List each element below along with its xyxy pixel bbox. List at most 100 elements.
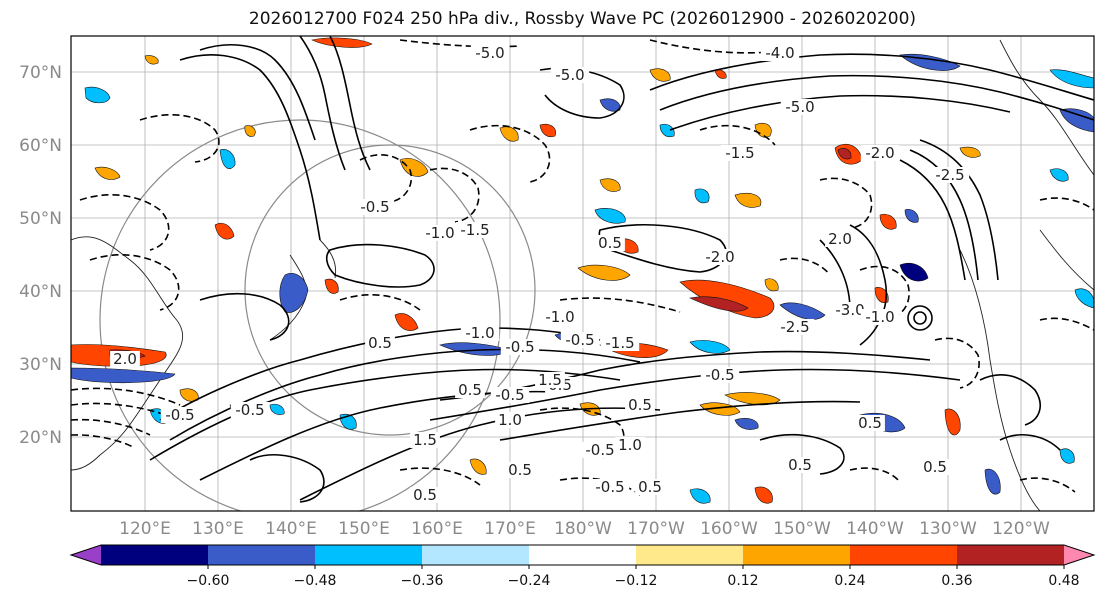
contour-label: -2.5 <box>935 166 964 184</box>
contour-label-bg <box>860 309 900 325</box>
contour-label-bg <box>780 99 820 115</box>
contour-label: 1.0 <box>618 436 642 454</box>
longitude-labels: 120°E 130°E 140°E 150°E 160°E 170°E 180°… <box>119 519 1050 539</box>
contour-label: -4.0 <box>765 44 794 62</box>
contour-label: 0.5 <box>368 334 392 352</box>
contour-label-bg <box>830 302 870 318</box>
contour-label-bg <box>860 145 900 161</box>
contour-label-bg <box>775 319 815 335</box>
colorbar-tick-label: −0.24 <box>508 573 551 589</box>
map-content: -5.0-5.0-4.0-5.0-1.5 -2.0-2.52.0-0.5-1.0-… <box>71 36 1094 511</box>
contour-label: -0.5 <box>585 441 614 459</box>
lat-label-70n: 70°N <box>19 63 62 83</box>
contour-label-bg <box>535 372 565 388</box>
colorbar-extend-min <box>71 545 101 565</box>
colorbar-extend-max <box>1064 545 1094 565</box>
map-frame <box>70 35 1095 512</box>
contour-label-bg <box>930 167 970 183</box>
contour-label: 0.5 <box>628 396 652 414</box>
contour-labels: -5.0-5.0-4.0-5.0-1.5 -2.0-2.52.0-0.5-1.0-… <box>110 44 970 504</box>
lon-label-160w: 160°W <box>700 519 758 539</box>
contour-label: -2.5 <box>780 318 809 336</box>
contour-label: 2.0 <box>828 230 852 248</box>
lon-label-130e: 130°E <box>192 519 244 539</box>
colorbar-tick-label: −0.12 <box>615 573 658 589</box>
contour-label: 1.5 <box>413 431 437 449</box>
lon-label-150e: 150°E <box>338 519 390 539</box>
contour-label: 1.0 <box>498 411 522 429</box>
contour-label: -0.5 <box>165 406 194 424</box>
lon-label-140e: 140°E <box>265 519 317 539</box>
contour-label-bg <box>625 397 655 413</box>
contour-label: -0.5 <box>235 401 264 419</box>
contour-label: 0.5 <box>508 461 532 479</box>
contour-label: -2.0 <box>865 144 894 162</box>
contour-label: -0.5 <box>705 366 734 384</box>
latitude-labels: 70°N 60°N 50°N 40°N 30°N 20°N <box>19 63 62 448</box>
colorbar: −0.60 −0.48 −0.36 −0.24 −0.12 0.12 0.24 0.36 0.4… <box>69 544 1096 589</box>
contour-label: -0.5 <box>595 478 624 496</box>
contour-label: 0.5 <box>638 478 662 496</box>
lon-label-170e: 170°E <box>484 519 536 539</box>
lon-label-170w: 170°W <box>627 519 685 539</box>
colorbar-segment <box>101 545 209 565</box>
contour-label: 0.5 <box>923 458 947 476</box>
colorbar-tick-label: −0.36 <box>401 573 444 589</box>
contour-label-bg <box>855 415 885 431</box>
contour-label: 2.0 <box>113 350 137 368</box>
colorbar-tick-label: 0.36 <box>941 573 972 589</box>
contour-label: -0.5 <box>565 331 594 349</box>
contour-label-bg <box>580 442 620 458</box>
colorbar-segment <box>850 545 958 565</box>
colorbar-segment <box>529 545 637 565</box>
contour-label-bg <box>760 45 800 61</box>
contour-label: -1.5 <box>725 144 754 162</box>
contour-label-bg <box>720 145 760 161</box>
contour-label-bg <box>600 335 640 351</box>
lon-label-130w: 130°W <box>919 519 977 539</box>
map-background <box>71 36 1094 511</box>
lon-label-150w: 150°W <box>773 519 831 539</box>
colorbar-tick-label: 0.24 <box>834 573 865 589</box>
contour-label-bg <box>635 479 665 495</box>
contour-label: 0.5 <box>858 414 882 432</box>
contour-label: -1.0 <box>465 324 494 342</box>
colorbar-tick-label: 0.48 <box>1048 573 1079 589</box>
lon-label-120e: 120°E <box>119 519 171 539</box>
contour-label: -1.0 <box>545 308 574 326</box>
contour-label-bg <box>490 387 530 403</box>
contour-label-bg <box>495 412 525 428</box>
contour-label: -1.5 <box>605 334 634 352</box>
contour-label: -5.0 <box>785 98 814 116</box>
contour-label-bg <box>505 462 535 478</box>
contour-label-bg <box>500 339 540 355</box>
contour-label-bg <box>410 432 440 448</box>
contour-label-bg <box>700 367 740 383</box>
colorbar-tick-label: −0.48 <box>294 573 337 589</box>
contour-label-bg <box>110 351 140 367</box>
reference-circles <box>99 119 536 511</box>
contour-label-bg <box>365 335 395 351</box>
lat-label-40n: 40°N <box>19 282 62 302</box>
contour-label-bg <box>455 222 495 238</box>
contour-label-bg <box>230 402 270 418</box>
contour-label: -5.0 <box>555 66 584 84</box>
contour-label-bg <box>590 479 630 495</box>
contour-label: -1.0 <box>865 308 894 326</box>
lon-label-140w: 140°W <box>846 519 904 539</box>
colorbar-segment <box>208 545 316 565</box>
contour-label: -1.0 <box>425 224 454 242</box>
contour-label: 0.5 <box>413 486 437 504</box>
contour-label-bg <box>700 249 740 265</box>
colorbar-tick-label: 0.12 <box>727 573 758 589</box>
colorbar-tick-label: −0.60 <box>187 573 230 589</box>
contour-label: -2.0 <box>705 248 734 266</box>
contour-label-bg <box>455 382 485 398</box>
contour-label-bg <box>420 225 460 241</box>
colorbar-segment <box>636 545 744 565</box>
contour-label: 1.5 <box>538 371 562 389</box>
contour-label: -3.0 <box>835 301 864 319</box>
contour-label: 0.5 <box>458 381 482 399</box>
contour-label-bg <box>920 459 950 475</box>
